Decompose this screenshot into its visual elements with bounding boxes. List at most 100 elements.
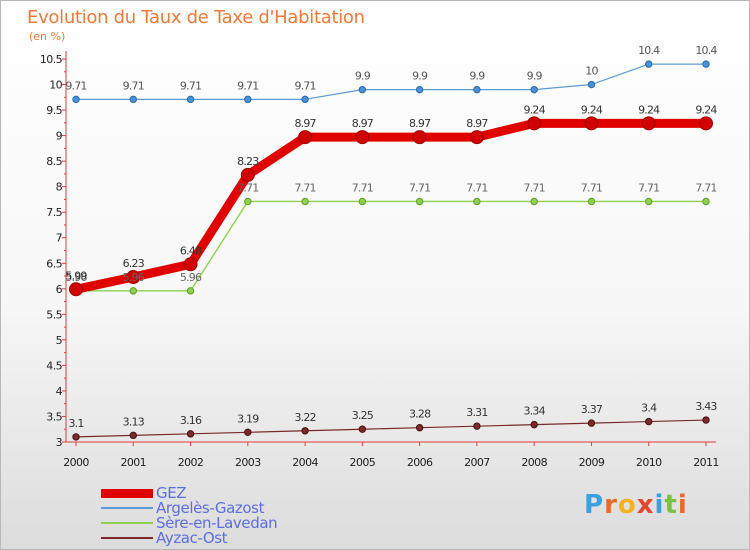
data-point (415, 197, 424, 206)
data-label: 5.96 (180, 271, 202, 284)
data-point (186, 287, 195, 295)
legend-label: Ayzac-Ost (156, 529, 228, 547)
data-point (183, 257, 198, 272)
data-point (244, 428, 252, 436)
y-tick-label: 5.5 (46, 308, 62, 321)
series-line-1 (75, 63, 707, 100)
data-label: 9.9 (355, 70, 371, 83)
data-point (244, 95, 252, 104)
data-label: 3.43 (695, 400, 717, 413)
data-label: 3.31 (466, 406, 487, 419)
data-point (301, 197, 309, 206)
legend-label: Argelès-Gazost (156, 499, 265, 517)
legend: GEZ Argelès-Gazost Sère-en-Lavedan Ayzac-Os… (101, 484, 341, 547)
data-point (129, 431, 137, 440)
y-tick-label: 5 (56, 334, 63, 347)
data-point (584, 116, 599, 131)
data-point (702, 416, 710, 424)
data-point (72, 95, 80, 104)
data-label: 9.24 (695, 103, 717, 116)
data-label: 8.97 (294, 117, 316, 130)
y-tick-label: 3.5 (46, 410, 62, 423)
logo-letter: x (636, 490, 655, 520)
legend-item: GEZ (101, 484, 341, 502)
data-label: 9.71 (123, 79, 144, 92)
data-point (587, 80, 596, 89)
data-point (702, 60, 710, 68)
data-label: 9.24 (581, 103, 603, 116)
chart-title: Evolution du Taux de Taxe d'Habitation (27, 7, 365, 28)
y-tick-label: 7.5 (46, 206, 62, 219)
data-point (186, 95, 195, 104)
data-point (412, 130, 427, 145)
data-label: 7.71 (409, 181, 430, 194)
y-tick-label: 9.5 (46, 104, 62, 117)
y-tick-label: 9 (56, 130, 63, 143)
data-point (129, 95, 137, 104)
x-tick-label: 2000 (63, 456, 89, 469)
data-point (415, 424, 424, 432)
data-label: 3.28 (409, 408, 431, 421)
data-label: 8.97 (466, 117, 488, 130)
legend-swatch (101, 537, 153, 539)
data-label: 7.71 (466, 181, 487, 194)
x-tick-label: 2006 (407, 456, 433, 469)
data-label: 9.24 (638, 103, 660, 116)
x-tick-label: 2001 (120, 456, 146, 469)
legend-swatch (101, 522, 153, 524)
data-label: 9.71 (65, 79, 86, 92)
data-label: 8.97 (352, 117, 374, 130)
data-label: 10.4 (638, 44, 660, 57)
y-tick-label: 7 (56, 232, 63, 245)
x-tick-label: 2005 (350, 456, 376, 469)
data-point (699, 116, 713, 131)
data-point (527, 116, 542, 131)
logo-letter: r (604, 490, 618, 520)
data-point (298, 130, 313, 145)
data-point (702, 197, 710, 206)
legend-item: Sère-en-Lavedan (101, 514, 341, 532)
chart-unit-label: (en %) (29, 30, 66, 43)
data-point (301, 427, 309, 435)
legend-label: GEZ (156, 484, 187, 502)
x-tick-label: 2003 (235, 456, 261, 469)
legend-item: Argelès-Gazost (101, 499, 341, 517)
data-point (641, 116, 656, 131)
data-point (645, 417, 653, 426)
data-point (301, 95, 309, 104)
data-point (473, 197, 481, 206)
data-label: 9.71 (294, 79, 315, 92)
data-label: 8.23 (237, 155, 259, 168)
data-label: 7.71 (294, 181, 315, 194)
data-label: 7.71 (638, 181, 659, 194)
logo-letter: t (664, 490, 678, 520)
data-label: 7.71 (524, 181, 545, 194)
series-line-2 (75, 200, 707, 292)
y-tick-label: 10 (49, 79, 62, 92)
x-tick-label: 2008 (521, 456, 547, 469)
data-label: 6.23 (123, 257, 145, 270)
y-tick-label: 4 (56, 385, 63, 398)
data-point (358, 197, 367, 206)
x-tick-label: 2009 (579, 456, 605, 469)
x-tick-label: 2002 (178, 456, 204, 469)
y-tick-label: 4.5 (46, 359, 62, 372)
data-label: 5.99 (65, 269, 87, 282)
data-point (645, 60, 653, 68)
data-label: 9.24 (524, 103, 546, 116)
data-point (645, 197, 653, 206)
data-label: 8.97 (409, 117, 431, 130)
data-point (129, 287, 137, 295)
y-tick-label: 10.5 (40, 53, 63, 66)
data-label: 3.25 (352, 409, 374, 422)
data-label: 3.34 (524, 405, 546, 418)
y-tick-label: 3 (56, 436, 63, 449)
data-point (72, 433, 80, 441)
data-point (358, 85, 367, 94)
data-label: 6.48 (180, 244, 202, 257)
data-point (69, 282, 83, 297)
data-label: 9.71 (237, 79, 258, 92)
data-point (530, 85, 538, 94)
data-point (530, 420, 538, 429)
